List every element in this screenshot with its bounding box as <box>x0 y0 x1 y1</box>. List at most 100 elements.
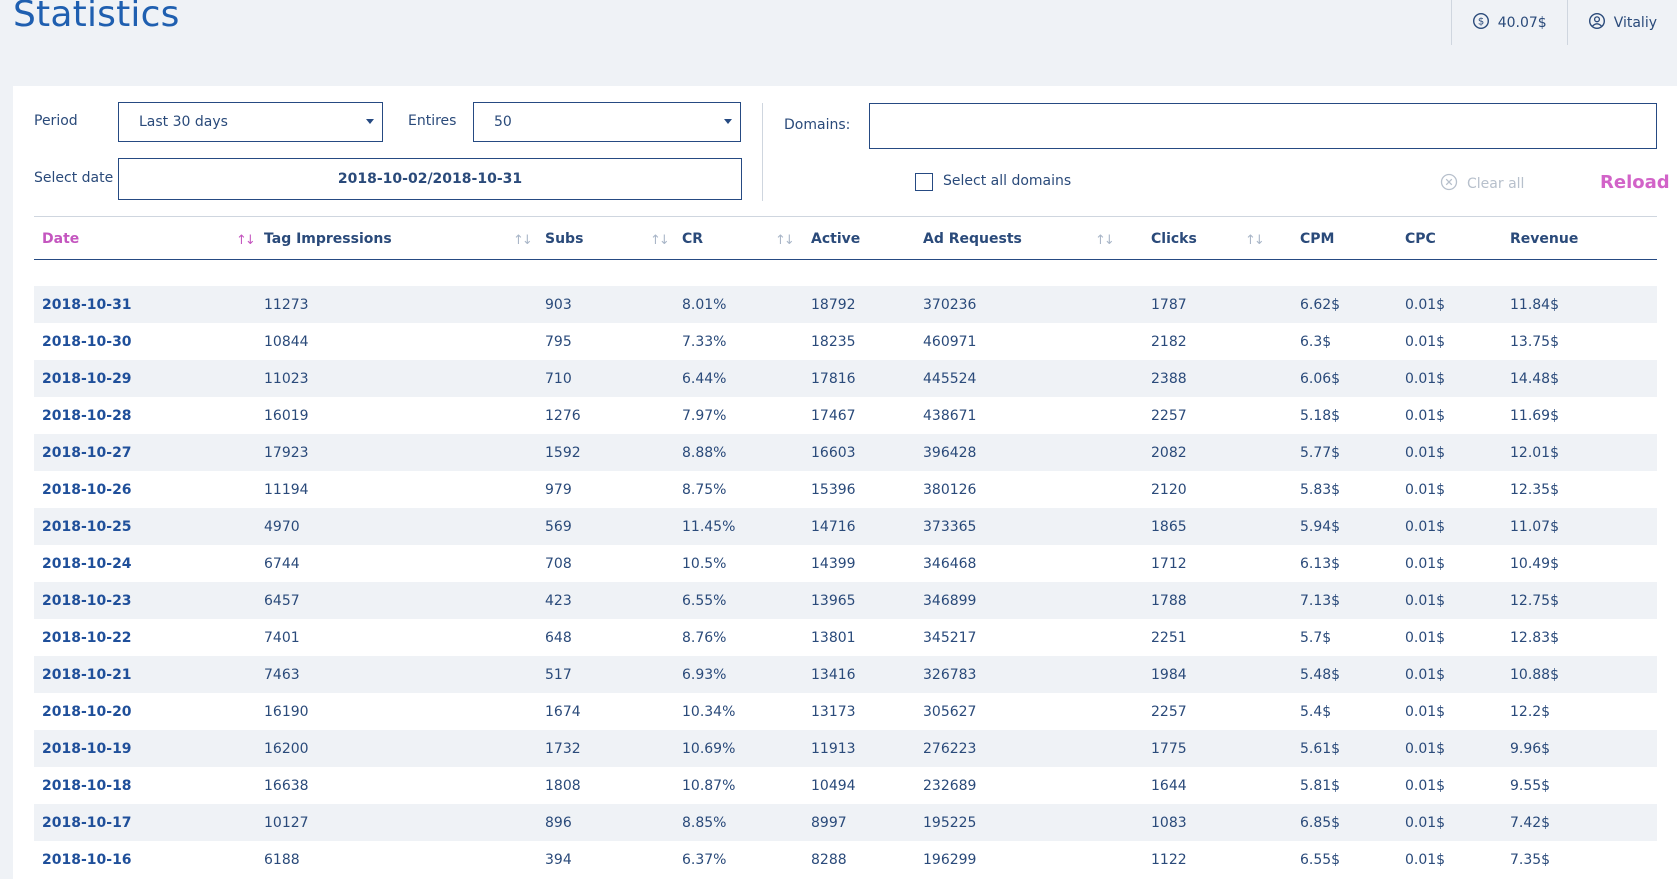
cell-revenue: 7.35$ <box>1510 851 1551 868</box>
cell-tag-impressions: 7401 <box>264 629 300 646</box>
cell-ad-requests: 380126 <box>923 481 977 498</box>
period-label: Period <box>34 113 78 129</box>
cell-ad-requests: 460971 <box>923 333 977 350</box>
section-divider <box>34 216 1657 217</box>
date-range-input[interactable]: 2018-10-02/2018-10-31 <box>118 158 742 200</box>
column-header-tag-impressions[interactable]: Tag Impressions <box>264 231 392 247</box>
cell-subs: 648 <box>545 629 572 646</box>
cell-date: 2018-10-22 <box>42 629 132 646</box>
cell-active: 8288 <box>811 851 847 868</box>
cell-clicks: 2082 <box>1151 444 1187 461</box>
caret-down-icon <box>366 119 374 124</box>
page-title: Statistics <box>13 0 180 35</box>
cell-clicks: 2251 <box>1151 629 1187 646</box>
cell-cpm: 5.94$ <box>1300 518 1341 535</box>
svg-text:$: $ <box>1478 16 1484 27</box>
cell-active: 14716 <box>811 518 856 535</box>
sort-icon[interactable]: ↑↓ <box>650 233 670 248</box>
cell-cpm: 5.61$ <box>1300 740 1341 757</box>
cell-subs: 423 <box>545 592 572 609</box>
column-header-revenue[interactable]: Revenue <box>1510 231 1579 247</box>
cell-cr: 10.69% <box>682 740 736 757</box>
column-header-date[interactable]: Date <box>42 231 80 247</box>
cell-active: 17467 <box>811 407 856 424</box>
cell-revenue: 11.07$ <box>1510 518 1559 535</box>
x-circle-icon <box>1440 173 1458 195</box>
cell-active: 14399 <box>811 555 856 572</box>
entries-label: Entires <box>408 113 457 129</box>
table-row: 2018-10-19 16200 1732 10.69% 11913 276223 1775… <box>34 730 1657 767</box>
cell-date: 2018-10-30 <box>42 333 132 350</box>
column-header-active[interactable]: Active <box>811 231 861 247</box>
cell-cr: 7.97% <box>682 407 727 424</box>
cell-cpc: 0.01$ <box>1405 666 1446 683</box>
balance-indicator[interactable]: $ 40.07$ <box>1450 0 1567 45</box>
user-circle-icon <box>1588 12 1606 34</box>
cell-cr: 6.93% <box>682 666 727 683</box>
cell-subs: 708 <box>545 555 572 572</box>
select-all-domains-label: Select all domains <box>943 173 1072 189</box>
cell-cpc: 0.01$ <box>1405 851 1446 868</box>
reload-button[interactable]: Reload <box>1600 172 1670 193</box>
cell-revenue: 11.69$ <box>1510 407 1559 424</box>
column-header-ad-requests[interactable]: Ad Requests <box>923 231 1022 247</box>
sort-icon[interactable]: ↑↓ <box>513 233 533 248</box>
cell-cpm: 7.13$ <box>1300 592 1341 609</box>
cell-cpc: 0.01$ <box>1405 518 1446 535</box>
cell-revenue: 9.55$ <box>1510 777 1551 794</box>
table-row: 2018-10-16 6188 394 6.37% 8288 196299 1122 6.55… <box>34 841 1657 878</box>
column-header-cr[interactable]: CR <box>682 231 704 247</box>
select-date-label: Select date <box>34 170 114 186</box>
sort-icon[interactable]: ↑↓ <box>1095 233 1115 248</box>
cell-ad-requests: 195225 <box>923 814 977 831</box>
sort-icon[interactable]: ↑↓ <box>1245 233 1265 248</box>
table-row: 2018-10-31 11273 903 8.01% 18792 370236 1787 6.… <box>34 286 1657 323</box>
cell-subs: 1674 <box>545 703 581 720</box>
cell-cpm: 5.48$ <box>1300 666 1341 683</box>
domains-input[interactable] <box>869 103 1657 149</box>
cell-cpc: 0.01$ <box>1405 814 1446 831</box>
cell-clicks: 1984 <box>1151 666 1187 683</box>
column-header-cpm[interactable]: CPM <box>1300 231 1335 247</box>
cell-date: 2018-10-18 <box>42 777 132 794</box>
cell-subs: 517 <box>545 666 572 683</box>
cell-tag-impressions: 11023 <box>264 370 309 387</box>
cell-clicks: 2120 <box>1151 481 1187 498</box>
cell-cpc: 0.01$ <box>1405 740 1446 757</box>
cell-cpc: 0.01$ <box>1405 777 1446 794</box>
cell-subs: 569 <box>545 518 572 535</box>
cell-cpm: 6.13$ <box>1300 555 1341 572</box>
cell-ad-requests: 326783 <box>923 666 977 683</box>
entries-select[interactable]: 50 <box>473 102 741 142</box>
cell-date: 2018-10-19 <box>42 740 132 757</box>
cell-clicks: 1083 <box>1151 814 1187 831</box>
column-header-subs[interactable]: Subs <box>545 231 584 247</box>
select-all-domains-checkbox[interactable] <box>915 173 933 191</box>
cell-cr: 8.88% <box>682 444 727 461</box>
clear-all-label: Clear all <box>1467 176 1525 192</box>
cell-date: 2018-10-27 <box>42 444 132 461</box>
sort-icon[interactable]: ↑↓ <box>775 233 795 248</box>
column-header-clicks[interactable]: Clicks <box>1151 231 1197 247</box>
table-row: 2018-10-20 16190 1674 10.34% 13173 305627 2257… <box>34 693 1657 730</box>
clear-all-button[interactable]: Clear all <box>1440 173 1524 195</box>
cell-cpc: 0.01$ <box>1405 333 1446 350</box>
cell-cpc: 0.01$ <box>1405 592 1446 609</box>
balance-value: 40.07$ <box>1497 14 1547 31</box>
cell-revenue: 12.35$ <box>1510 481 1559 498</box>
column-header-cpc[interactable]: CPC <box>1405 231 1436 247</box>
cell-cpc: 0.01$ <box>1405 629 1446 646</box>
cell-cr: 10.34% <box>682 703 736 720</box>
period-select[interactable]: Last 30 days <box>118 102 383 142</box>
cell-active: 11913 <box>811 740 856 757</box>
cell-cr: 6.37% <box>682 851 727 868</box>
cell-date: 2018-10-24 <box>42 555 132 572</box>
cell-date: 2018-10-25 <box>42 518 132 535</box>
cell-active: 10494 <box>811 777 856 794</box>
cell-active: 8997 <box>811 814 847 831</box>
user-menu[interactable]: Vitaliy <box>1566 0 1677 45</box>
sort-icon[interactable]: ↑↓ <box>236 233 256 248</box>
table-row: 2018-10-17 10127 896 8.85% 8997 195225 1083 6.8… <box>34 804 1657 841</box>
cell-ad-requests: 370236 <box>923 296 977 313</box>
cell-cpc: 0.01$ <box>1405 481 1446 498</box>
